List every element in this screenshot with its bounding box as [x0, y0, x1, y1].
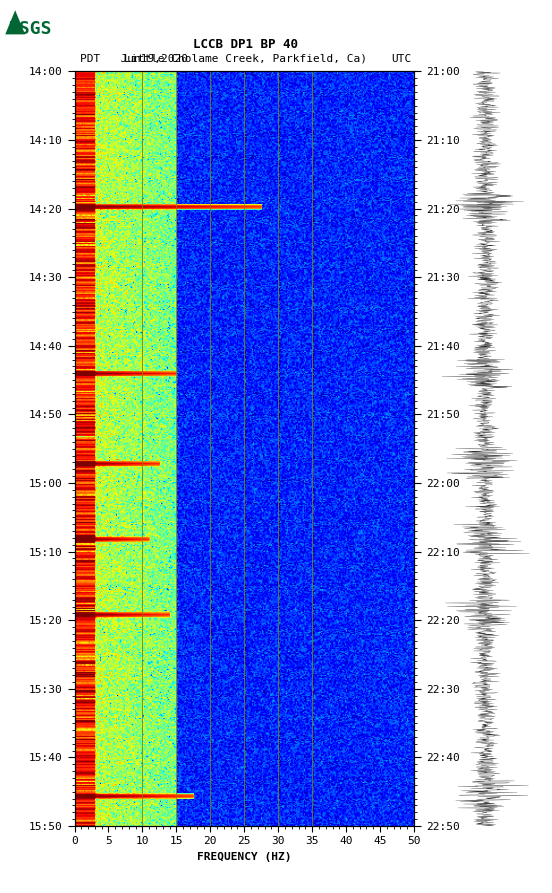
- Text: Little Cholame Creek, Parkfield, Ca): Little Cholame Creek, Parkfield, Ca): [124, 54, 367, 64]
- Polygon shape: [6, 11, 25, 34]
- Text: PDT   Jun19,2020: PDT Jun19,2020: [80, 54, 188, 64]
- X-axis label: FREQUENCY (HZ): FREQUENCY (HZ): [197, 852, 291, 862]
- Text: UTC: UTC: [391, 54, 411, 64]
- Text: USGS: USGS: [9, 20, 52, 38]
- Text: LCCB DP1 BP 40: LCCB DP1 BP 40: [193, 38, 298, 51]
